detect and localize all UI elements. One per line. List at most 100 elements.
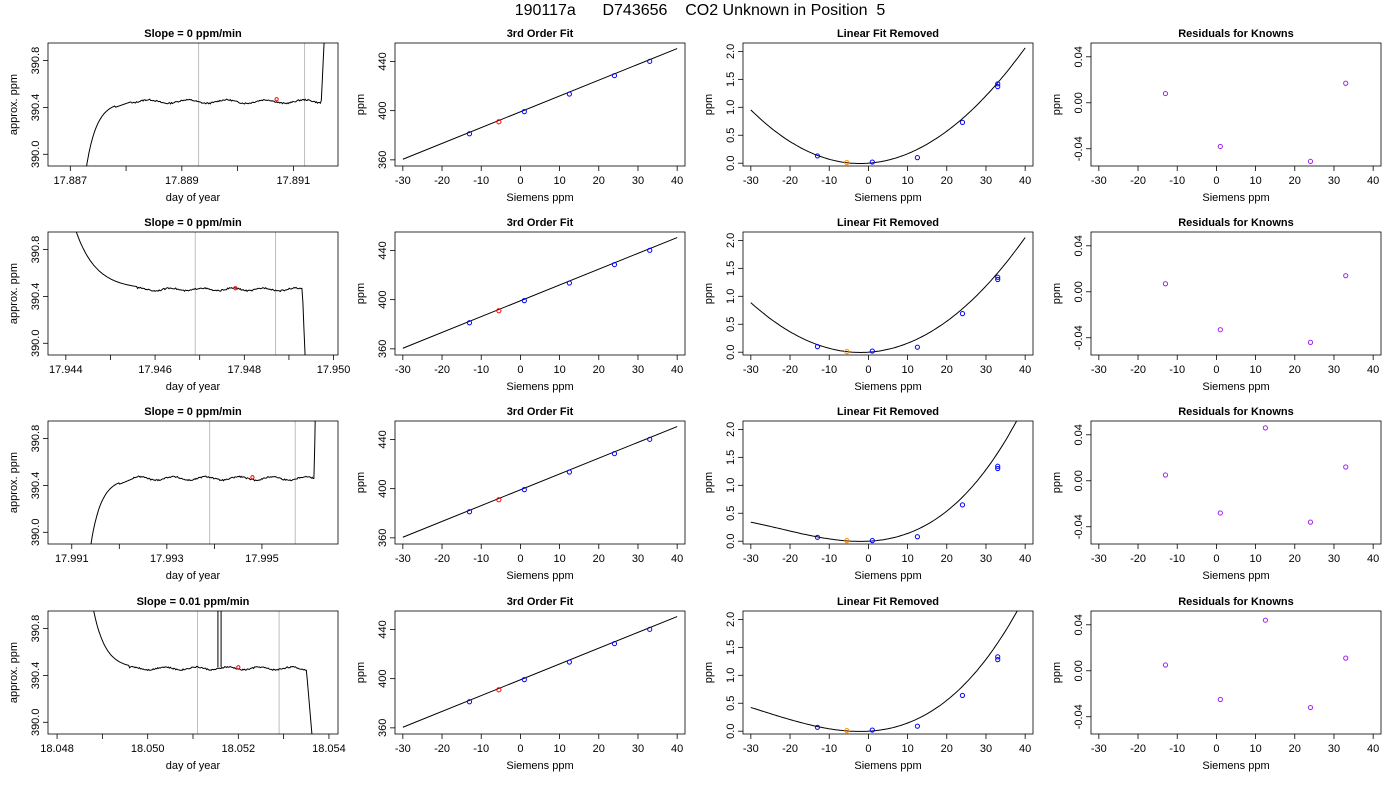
known-point xyxy=(959,502,966,508)
x-tick-label: -10 xyxy=(1169,175,1185,187)
y-tick-label: 1.5 xyxy=(725,640,737,655)
unknown-point xyxy=(844,728,850,734)
y-axis-label: ppm xyxy=(1051,283,1063,304)
x-tick-label: 40 xyxy=(1019,553,1031,565)
data-trace xyxy=(75,232,306,355)
y-tick-label: 390.0 xyxy=(30,709,42,737)
panel-title: Linear Fit Removed xyxy=(837,596,939,608)
x-tick-label: 30 xyxy=(980,553,992,565)
x-tick-label: -20 xyxy=(1130,553,1146,565)
x-tick-label: -20 xyxy=(434,364,450,376)
known-point xyxy=(914,723,920,729)
known-point xyxy=(995,274,1001,280)
x-axis-label: Siemens ppm xyxy=(506,570,573,582)
y-tick-label: 0.04 xyxy=(1073,424,1085,445)
x-tick-label: 10 xyxy=(1249,175,1261,187)
x-tick-label: 0 xyxy=(865,743,871,755)
x-tick-label: 20 xyxy=(593,553,605,565)
unknown-point xyxy=(496,308,502,314)
x-axis-label: day of year xyxy=(166,192,221,204)
residual-point xyxy=(1307,158,1314,165)
known-point xyxy=(914,155,920,161)
x-axis-label: Siemens ppm xyxy=(506,760,573,772)
y-tick-label: 0.5 xyxy=(725,128,737,143)
y-axis-label: ppm xyxy=(703,283,715,304)
x-tick-label: -20 xyxy=(434,743,450,755)
x-tick-label: 17.993 xyxy=(150,553,184,565)
unknown-point xyxy=(496,119,502,125)
residual-point xyxy=(1217,143,1223,150)
unknown-point xyxy=(233,286,238,291)
y-tick-label: 390.8 xyxy=(30,615,42,643)
y-tick-label: 400 xyxy=(377,101,389,119)
y-tick-label: 0.04 xyxy=(1073,235,1085,256)
known-point xyxy=(647,436,653,442)
known-point xyxy=(566,280,572,286)
data-trace xyxy=(86,43,325,166)
x-axis-label: Siemens ppm xyxy=(1202,381,1269,393)
known-point xyxy=(521,298,527,304)
y-tick-label: 390.4 xyxy=(30,472,42,500)
x-tick-label: 30 xyxy=(632,364,644,376)
x-axis-label: Siemens ppm xyxy=(1202,760,1269,772)
y-tick-label: 400 xyxy=(377,479,389,497)
known-point xyxy=(869,538,875,544)
panel-2: 3rd Order Fit -30 -20 -10 0 10 20 30 40 360 400 440… xyxy=(355,28,686,204)
x-tick-label: 17.950 xyxy=(317,364,351,376)
x-tick-label: 10 xyxy=(1249,743,1261,755)
x-tick-label: 40 xyxy=(1019,364,1031,376)
panel-5: Slope = 0 ppm/min 17.944 17.946 17.948 17.95… xyxy=(8,217,351,393)
x-tick-label: 17.944 xyxy=(49,364,83,376)
x-tick-label: 40 xyxy=(1367,553,1379,565)
panel-3: Linear Fit Removed -30 -20 -10 0 10 20 30 40 0.0 0… xyxy=(703,28,1034,204)
unknown-point xyxy=(844,349,850,355)
panel-8: Residuals for Knowns -30 -20 -10 0 10 20 30 40 -0… xyxy=(1051,217,1382,393)
known-point xyxy=(466,699,473,705)
unknown-point xyxy=(274,97,279,102)
panel-12: Residuals for Knowns -30 -20 -10 0 10 20 30 40 -0… xyxy=(1051,406,1382,582)
data-trace xyxy=(93,611,313,734)
panel-16: Residuals for Knowns -30 -20 -10 0 10 20 30 40 -0… xyxy=(1051,596,1382,772)
x-tick-label: 10 xyxy=(1249,364,1261,376)
y-tick-label: 390.8 xyxy=(30,47,42,75)
y-tick-label: 0.04 xyxy=(1073,46,1085,67)
x-tick-label: -30 xyxy=(395,175,411,187)
y-axis-label: ppm xyxy=(355,283,367,304)
panel-6: 3rd Order Fit -30 -20 -10 0 10 20 30 40 360 400 440… xyxy=(355,217,686,393)
x-tick-label: -10 xyxy=(1169,743,1185,755)
y-tick-label: 0.5 xyxy=(725,506,737,521)
x-tick-label: 30 xyxy=(1328,743,1340,755)
plot-area xyxy=(402,237,678,349)
y-tick-label: 390.4 xyxy=(30,283,42,311)
known-point xyxy=(995,463,1001,469)
residual-point xyxy=(1307,339,1314,345)
fit-line xyxy=(402,48,678,160)
x-tick-label: 0 xyxy=(517,553,523,565)
known-point xyxy=(995,657,1001,663)
known-point xyxy=(914,534,920,540)
y-tick-label: 1.0 xyxy=(725,478,737,493)
x-tick-label: -20 xyxy=(782,743,798,755)
x-tick-label: 0 xyxy=(517,743,523,755)
unknown-point xyxy=(844,160,850,166)
y-axis-label: ppm xyxy=(703,472,715,493)
plot-frame xyxy=(47,420,339,545)
known-point xyxy=(466,131,473,137)
y-tick-label: 390.4 xyxy=(30,662,42,690)
x-tick-label: -10 xyxy=(821,175,837,187)
x-tick-label: 10 xyxy=(553,175,565,187)
plot-area xyxy=(93,611,313,734)
data-trace xyxy=(90,421,316,544)
x-tick-label: 30 xyxy=(632,743,644,755)
residual-point xyxy=(1343,80,1349,86)
x-tick-label: -30 xyxy=(743,364,759,376)
panel-14: 3rd Order Fit -30 -20 -10 0 10 20 30 40 360 400 440… xyxy=(355,596,686,772)
y-tick-label: 0.5 xyxy=(725,696,737,711)
y-tick-label: 440 xyxy=(377,620,389,638)
plot-frame xyxy=(47,231,339,356)
known-point xyxy=(869,159,875,165)
x-axis-label: Siemens ppm xyxy=(854,570,921,582)
x-tick-label: -10 xyxy=(473,175,489,187)
known-point xyxy=(647,247,653,253)
